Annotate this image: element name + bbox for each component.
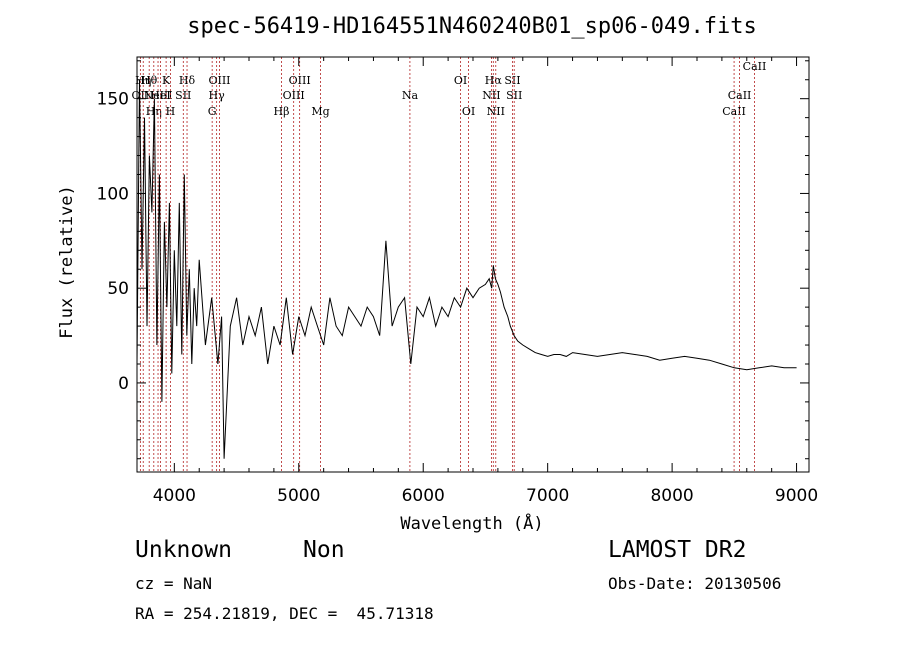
x-tick-label-5: 9000 [775,486,818,506]
x-tick-label-0: 4000 [153,486,196,506]
y-tick-label-3: 150 [97,90,129,110]
y-tick-label-1: 50 [107,279,129,299]
observation-date: Obs-Date: 20130506 [608,574,782,593]
marker-label-13: Hβ [274,105,290,118]
marker-label-17: Na [402,89,419,102]
marker-label-10: G [208,105,217,118]
spectral-subclass: Non [303,537,345,563]
spectrum-data [136,79,797,459]
marker-label-23: SII [504,74,520,87]
ra-dec-coordinates: RA = 254.21819, DEC = 45.71318 [135,604,434,623]
marker-label-6: K [162,74,171,87]
marker-label-15: OIII [289,74,311,87]
marker-label-12: OIII [208,74,230,87]
marker-label-8: SII [175,89,191,102]
x-tick-label-2: 6000 [402,486,445,506]
survey-name: LAMOST DR2 [608,537,747,563]
y-tick-label-2: 100 [97,184,129,204]
marker-label-19: OI [462,105,475,118]
spectrum-line-0 [136,79,797,459]
spectral-class: Unknown [135,537,232,563]
x-tick-label-1: 5000 [277,486,320,506]
marker-label-26: CaII [728,89,752,102]
line-markers: OIIHηHθHηNeIIIHeIKHSIIHδGHγOIIIHβOIIIOII… [132,57,767,472]
marker-label-18: OI [454,74,467,87]
marker-label-11: Hγ [209,89,226,102]
chart-title: spec-56419-HD164551N460240B01_sp06-049.f… [187,14,757,39]
x-tick-label-3: 7000 [526,486,569,506]
marker-label-27: CaII [743,60,767,73]
marker-label-2: Hθ [141,74,158,87]
y-tick-label-0: 0 [118,374,129,394]
marker-label-14: OIII [283,89,305,102]
marker-label-16: Mg [311,105,329,118]
marker-label-9: Hδ [179,74,196,87]
x-axis-label: Wavelength (Å) [400,512,543,534]
marker-label-21: Hα [485,74,503,87]
marker-label-20: NII [482,89,500,102]
marker-label-7: H [166,105,176,118]
plot-frame [136,56,810,473]
marker-label-25: CaII [722,105,746,118]
marker-label-22: NII [487,105,505,118]
y-axis-label: Flux (relative) [57,185,77,339]
marker-label-4: NeIII [143,89,172,102]
axes: 4000 5000 6000 7000 8000 9000 0 50 100 150 [97,57,818,506]
marker-label-24: SII [506,89,522,102]
redshift-cz: cz = NaN [135,574,213,593]
marker-label-5: HeI [150,89,170,102]
x-tick-label-4: 8000 [650,486,693,506]
